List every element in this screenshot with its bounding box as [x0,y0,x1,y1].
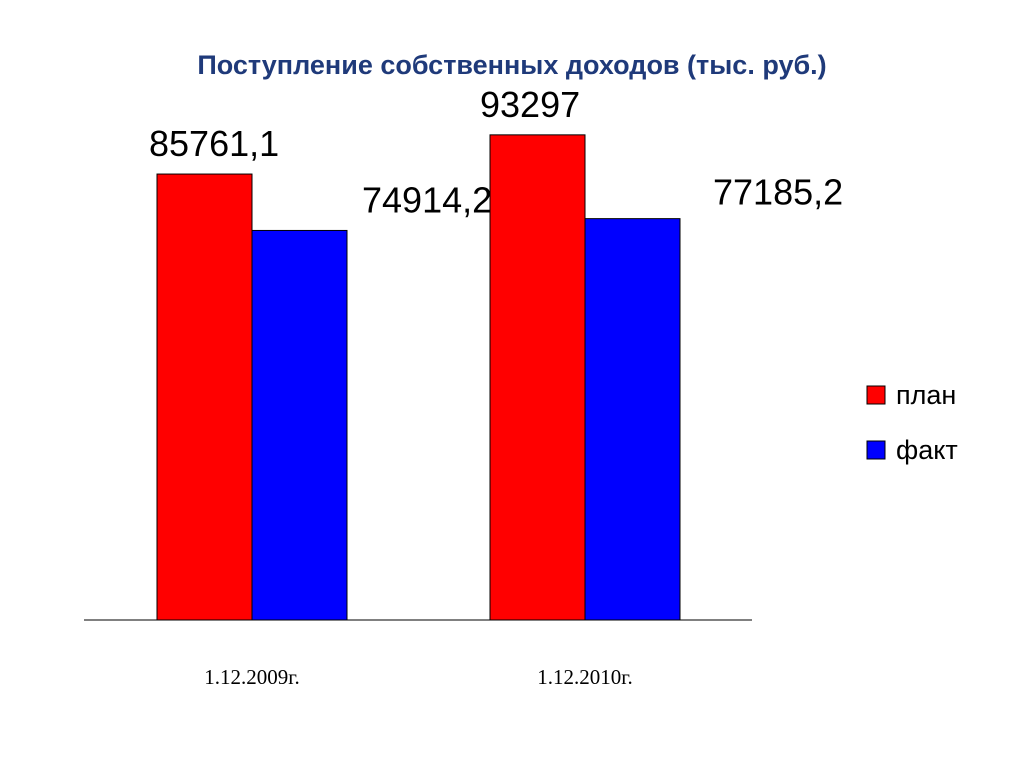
bar-fact-1 [251,229,348,621]
value-label-plan-1: 85761,1 [149,123,279,164]
bars-group [156,134,681,621]
bar-plan-2 [489,134,586,621]
category-labels-group: 1.12.2009г. 1.12.2010г. [204,665,633,689]
value-label-fact-2: 77185,2 [713,172,843,213]
category-label-2: 1.12.2010г. [537,665,633,689]
value-label-fact-1: 74914,2 [362,179,492,220]
bar-plan-1 [156,173,253,621]
bar-fact-2 [584,218,681,621]
value-labels-group: 85761,1 74914,2 93297 77185,2 [149,84,843,221]
category-label-1: 1.12.2009г. [204,665,300,689]
legend-swatch-fact [866,440,886,460]
legend-swatch-plan [866,385,886,405]
value-label-plan-2: 93297 [480,84,580,125]
legend-label-fact: факт [896,435,958,465]
legend: план факт [866,380,958,465]
legend-label-plan: план [896,380,956,410]
chart-title: Поступление собственных доходов (тыс. ру… [197,50,827,80]
